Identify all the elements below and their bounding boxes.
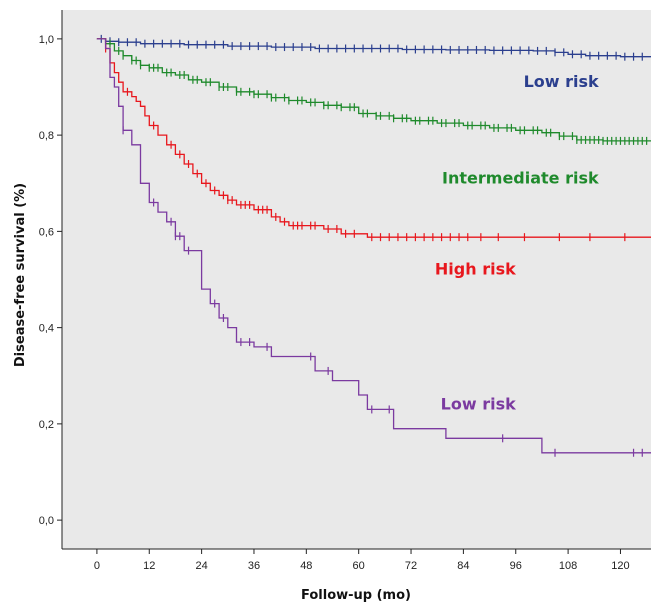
y-tick-label: 0,2 — [39, 419, 54, 431]
series-1 — [96, 38, 651, 145]
x-tick-label: 96 — [510, 560, 522, 572]
x-tick-label: 48 — [300, 560, 312, 572]
x-tick-label: 72 — [405, 560, 417, 572]
y-tick-label: 0,4 — [39, 323, 54, 335]
x-tick-label: 36 — [248, 560, 260, 572]
series-0 — [96, 34, 651, 61]
series-label: Low risk — [441, 394, 516, 413]
plot-area — [62, 10, 651, 549]
series-label: Low risk — [524, 72, 599, 91]
series-label: Intermediate risk — [442, 168, 599, 187]
series-2 — [96, 38, 651, 242]
x-tick-label: 60 — [353, 560, 365, 572]
y-axis-title: Disease-free survival (%) — [13, 183, 28, 367]
series-3 — [96, 38, 651, 457]
y-tick-label: 0,6 — [39, 226, 54, 238]
x-tick-label: 108 — [559, 560, 577, 572]
x-tick-label: 12 — [143, 560, 155, 572]
y-tick-label: 1,0 — [39, 34, 54, 46]
survival-curve — [96, 38, 651, 58]
y-tick-label: 0,0 — [39, 515, 54, 527]
x-tick-label: 120 — [611, 560, 629, 572]
x-tick-label: 84 — [457, 560, 469, 572]
x-tick-label: 24 — [195, 560, 207, 572]
y-tick-label: 0,8 — [39, 130, 54, 142]
series-label: High risk — [435, 260, 516, 279]
x-axis-title: Follow-up (mo) — [301, 588, 411, 603]
x-tick-label: 0 — [94, 560, 100, 572]
